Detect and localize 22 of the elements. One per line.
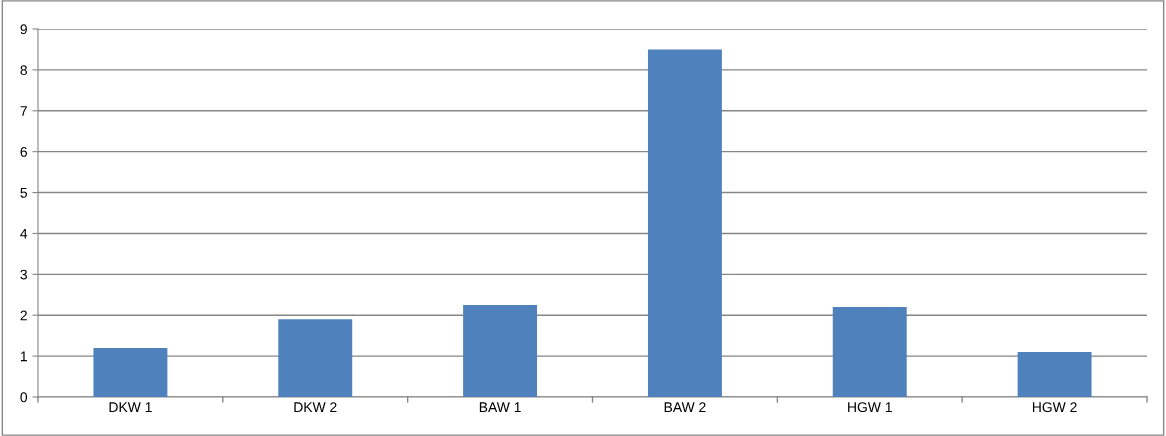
bar (463, 305, 538, 397)
y-tick-label: 9 (20, 24, 27, 35)
bar (647, 49, 722, 397)
x-tick-label: BAW 1 (479, 402, 521, 412)
bar (93, 347, 168, 397)
y-tick-label: 3 (20, 269, 27, 280)
x-tick-label: DKW 2 (294, 402, 337, 412)
y-tick-label: 1 (20, 351, 27, 362)
x-tick-label: HGW 2 (1032, 402, 1077, 413)
x-tick-label: DKW 1 (109, 402, 152, 412)
y-tick-label: 7 (20, 106, 27, 116)
y-tick-label: 6 (20, 147, 27, 157)
y-tick-label: 0 (20, 392, 28, 403)
y-tick-label: 5 (20, 188, 27, 198)
x-tick-label: HGW 1 (848, 402, 892, 413)
y-tick-label: 4 (20, 228, 28, 239)
y-tick-label: 2 (20, 310, 27, 321)
x-tick-label: BAW 2 (664, 402, 706, 412)
bar (1017, 352, 1092, 397)
bar (832, 307, 907, 397)
y-tick-label: 8 (20, 65, 27, 76)
bar (278, 319, 353, 397)
